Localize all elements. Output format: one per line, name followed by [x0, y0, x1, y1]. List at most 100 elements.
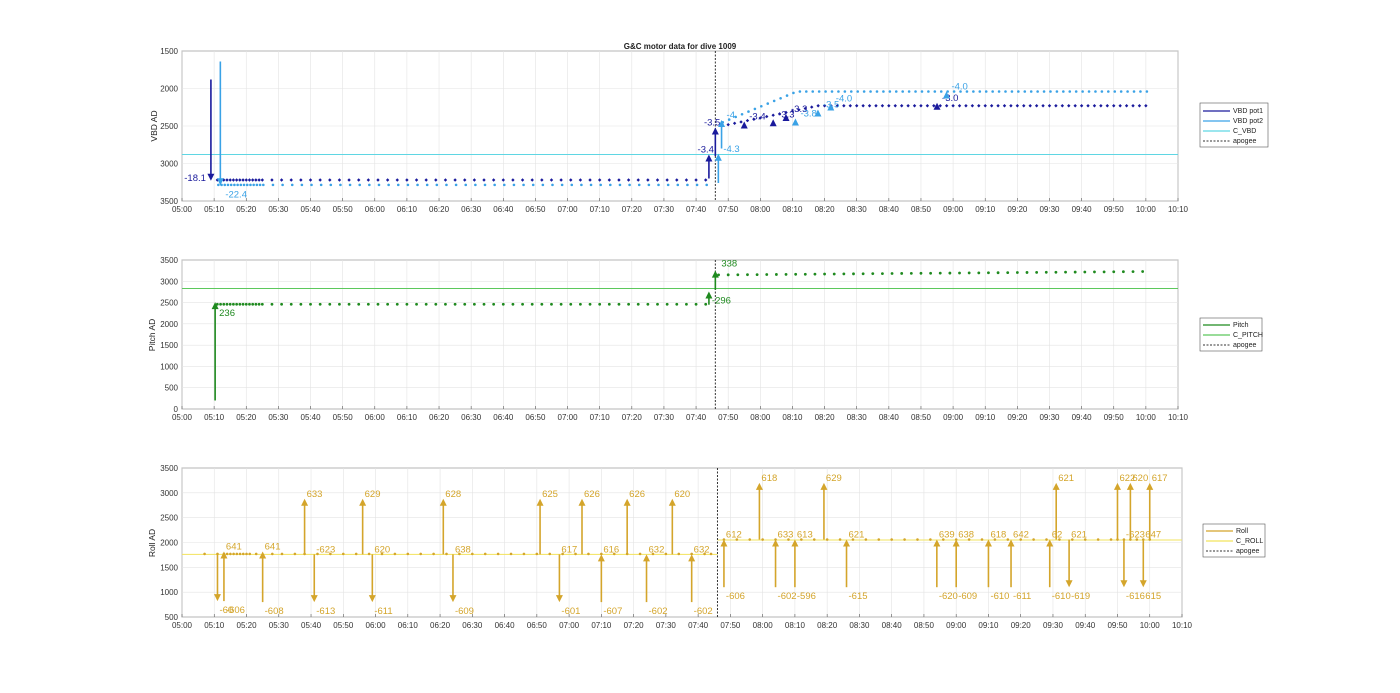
vbd-annotation-label: -3.0: [942, 93, 958, 104]
x-tick-label: 07:00: [559, 621, 580, 630]
pitch-point: [238, 302, 242, 306]
legend-apogee: apogee: [1233, 138, 1256, 145]
legend-apogee-2: apogee: [1233, 342, 1256, 349]
roll-top-label: 641: [226, 541, 242, 552]
roll-bottom-label: -610: [1052, 591, 1071, 602]
vbd-pot1-point: [752, 117, 756, 121]
vbd-pot1-point: [385, 178, 390, 182]
roll-top-label: 632: [694, 544, 710, 555]
vbd-pot2-point: [933, 90, 937, 93]
roll-point: [1109, 538, 1113, 541]
roll-top-label: 620: [374, 544, 390, 555]
pitch-point: [1083, 270, 1087, 274]
x-tick-label: 06:40: [495, 621, 516, 630]
x-tick-label: 05:30: [269, 621, 290, 630]
y-tick-label: 3000: [160, 160, 178, 169]
vbd-pot2-point: [907, 90, 911, 93]
pitch-point: [598, 302, 602, 306]
pitch-point: [241, 302, 245, 306]
pitch-point: [685, 302, 688, 306]
vbd-arrow-head: [740, 121, 748, 129]
roll-bottom-label: -606: [226, 605, 245, 616]
roll-arrow-head: [301, 498, 309, 506]
y-tick-label: 1500: [160, 563, 178, 572]
vbd-pot1-point: [784, 110, 788, 115]
roll-arrow-head: [623, 498, 631, 506]
roll-point: [1058, 538, 1061, 541]
vbd-pot2-point: [882, 90, 885, 93]
vbd-pot1-point: [414, 178, 419, 182]
pitch-axes: [181, 259, 1179, 410]
x-tick-label: 08:20: [815, 205, 836, 214]
vbd-pot2-point: [1094, 90, 1097, 93]
vbd-pot2-point: [811, 90, 815, 93]
x-tick-label: 10:10: [1168, 205, 1189, 214]
pitch-point: [665, 302, 669, 306]
x-tick-label: 09:10: [975, 205, 996, 214]
vbd-pot2-point: [628, 183, 631, 187]
vbd-pot2-point: [1126, 90, 1129, 93]
roll-point: [509, 552, 513, 556]
vbd-pot2-point: [1107, 90, 1110, 93]
pitch-point: [405, 302, 409, 306]
vbd-legend-box: [1199, 102, 1269, 148]
vbd-pot2-point: [1139, 90, 1142, 93]
roll-top-label: 647: [1145, 530, 1161, 541]
vbd-pot2-point: [377, 183, 381, 187]
vbd-pot2-point: [262, 183, 265, 187]
x-tick-label: 08:40: [879, 205, 900, 214]
vbd-pot1-point: [797, 108, 801, 112]
x-tick-label: 08:10: [782, 413, 803, 422]
pitch-point: [704, 302, 708, 306]
vbd-pot1-point: [912, 104, 917, 108]
roll-point: [280, 552, 284, 556]
x-tick-label: 06:00: [366, 621, 387, 630]
roll-point: [980, 538, 984, 541]
pitch-point: [1035, 270, 1039, 274]
vbd-pot1-point: [899, 104, 904, 108]
vbd-pot2-point: [531, 183, 535, 187]
roll-point: [877, 538, 881, 541]
x-tick-label: 05:20: [236, 413, 257, 422]
x-tick-label: 06:10: [397, 205, 418, 214]
vbd-pot2-point: [1004, 90, 1007, 93]
x-tick-label: 07:20: [622, 413, 643, 422]
vbd-pot2-point: [445, 183, 448, 187]
vbd-pot2-point: [843, 90, 847, 93]
vbd-pot2-point: [580, 183, 583, 187]
roll-arrow-head: [310, 595, 318, 603]
x-tick-label: 07:00: [558, 205, 579, 214]
vbd-pot2-point: [914, 90, 917, 93]
roll-arrow-head: [536, 498, 544, 506]
vbd-pot1-point: [675, 178, 679, 182]
vbd-pot1-point: [842, 104, 846, 108]
vbd-pot1-point: [957, 104, 962, 108]
x-tick-label: 08:20: [815, 413, 836, 422]
vbd-pot1-point: [1002, 104, 1007, 108]
x-tick-label: 09:10: [975, 413, 996, 422]
vbd-pot2-point: [1049, 90, 1052, 93]
pitch-point: [338, 302, 341, 306]
vbd-annotation-label: -4.3: [723, 144, 739, 155]
vbd-pot2-point: [589, 183, 593, 187]
vbd-pot1-point: [771, 113, 775, 117]
vbd-ticks: 05:00 05:10 05:20 05:30 05:40 05:50 06:00 06:10…: [160, 47, 1188, 214]
pitch-point: [755, 273, 759, 276]
roll-top-label: 621: [1058, 473, 1074, 484]
roll-bottom-label: -611: [1013, 591, 1031, 602]
vbd-arrow-head: [711, 127, 719, 135]
roll-bottom-label: 615: [1145, 591, 1161, 602]
pitch-point: [717, 273, 720, 277]
pitch-arrow-head: [705, 291, 713, 299]
x-tick-label: 07:30: [654, 205, 675, 214]
pitch-point: [948, 271, 952, 275]
vbd-pot1-point: [540, 178, 544, 182]
vbd-pot2-point: [888, 90, 892, 93]
x-tick-label: 08:40: [879, 413, 900, 422]
y-tick-label: 1500: [160, 47, 178, 56]
vbd-pot1-point: [732, 121, 737, 125]
roll-top-label: 625: [542, 489, 558, 500]
vbd-pot1-point: [938, 104, 942, 108]
pitch-point: [222, 302, 226, 306]
vbd-pot2-point: [1145, 90, 1149, 93]
